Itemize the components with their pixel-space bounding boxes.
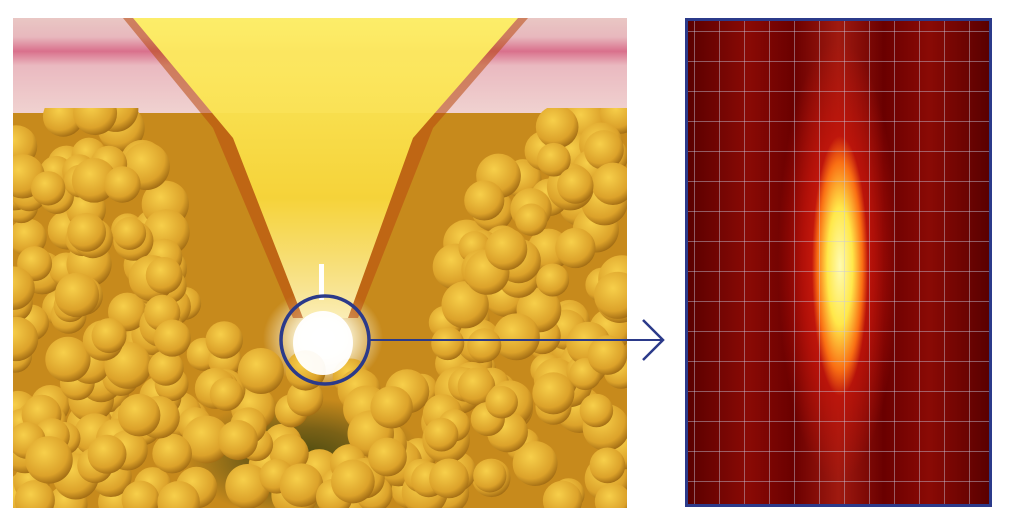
particle [431, 326, 465, 361]
particle [557, 167, 594, 204]
particle [14, 480, 55, 508]
particle [512, 441, 558, 487]
particle [113, 216, 147, 250]
particle [535, 108, 579, 149]
particle [515, 203, 548, 236]
beam-axis-marker [319, 264, 324, 300]
particle [587, 335, 627, 375]
particle [117, 393, 161, 437]
particle [579, 393, 614, 428]
particle [104, 166, 141, 203]
particle [464, 180, 505, 221]
particle [473, 459, 507, 493]
particle [330, 459, 375, 504]
particle [485, 228, 528, 271]
particle [584, 130, 624, 170]
particle [368, 437, 407, 477]
particle [370, 386, 413, 429]
particle [182, 415, 231, 464]
particle [441, 281, 489, 329]
arrow-right-icon [642, 319, 665, 361]
particle [148, 350, 184, 386]
particle [67, 212, 107, 252]
particle [153, 319, 191, 357]
particle [467, 328, 502, 363]
particle [209, 377, 244, 411]
particle [225, 463, 271, 508]
particle [594, 483, 627, 508]
particle [532, 372, 575, 415]
particle [589, 447, 626, 484]
particle [71, 158, 117, 203]
particle [152, 433, 192, 474]
particle [279, 463, 324, 508]
particle [157, 480, 200, 508]
particle [429, 458, 469, 499]
particle-beam-illustration [13, 18, 627, 508]
particle [536, 142, 571, 177]
particle [457, 367, 496, 406]
particle [286, 379, 324, 417]
particle [13, 316, 39, 362]
particle [492, 313, 540, 361]
heatmap-inset [685, 18, 992, 507]
particle [205, 321, 243, 359]
particle-bed [13, 108, 627, 508]
particle [54, 272, 100, 318]
particle [45, 336, 91, 383]
particle [591, 162, 627, 205]
particle [536, 263, 570, 297]
particle [145, 256, 183, 294]
particle [25, 436, 73, 484]
particle [121, 480, 160, 508]
particle [87, 434, 127, 474]
particle [30, 171, 66, 206]
heatmap-grid [688, 21, 989, 504]
particle [594, 271, 627, 319]
particle [555, 227, 596, 269]
particle [485, 385, 518, 419]
particle [424, 417, 459, 452]
beam-cone [123, 18, 528, 375]
particle [542, 480, 583, 508]
particle [91, 318, 127, 354]
particle [217, 420, 258, 461]
particle [73, 108, 118, 136]
particle [13, 266, 35, 311]
particle [237, 348, 284, 395]
